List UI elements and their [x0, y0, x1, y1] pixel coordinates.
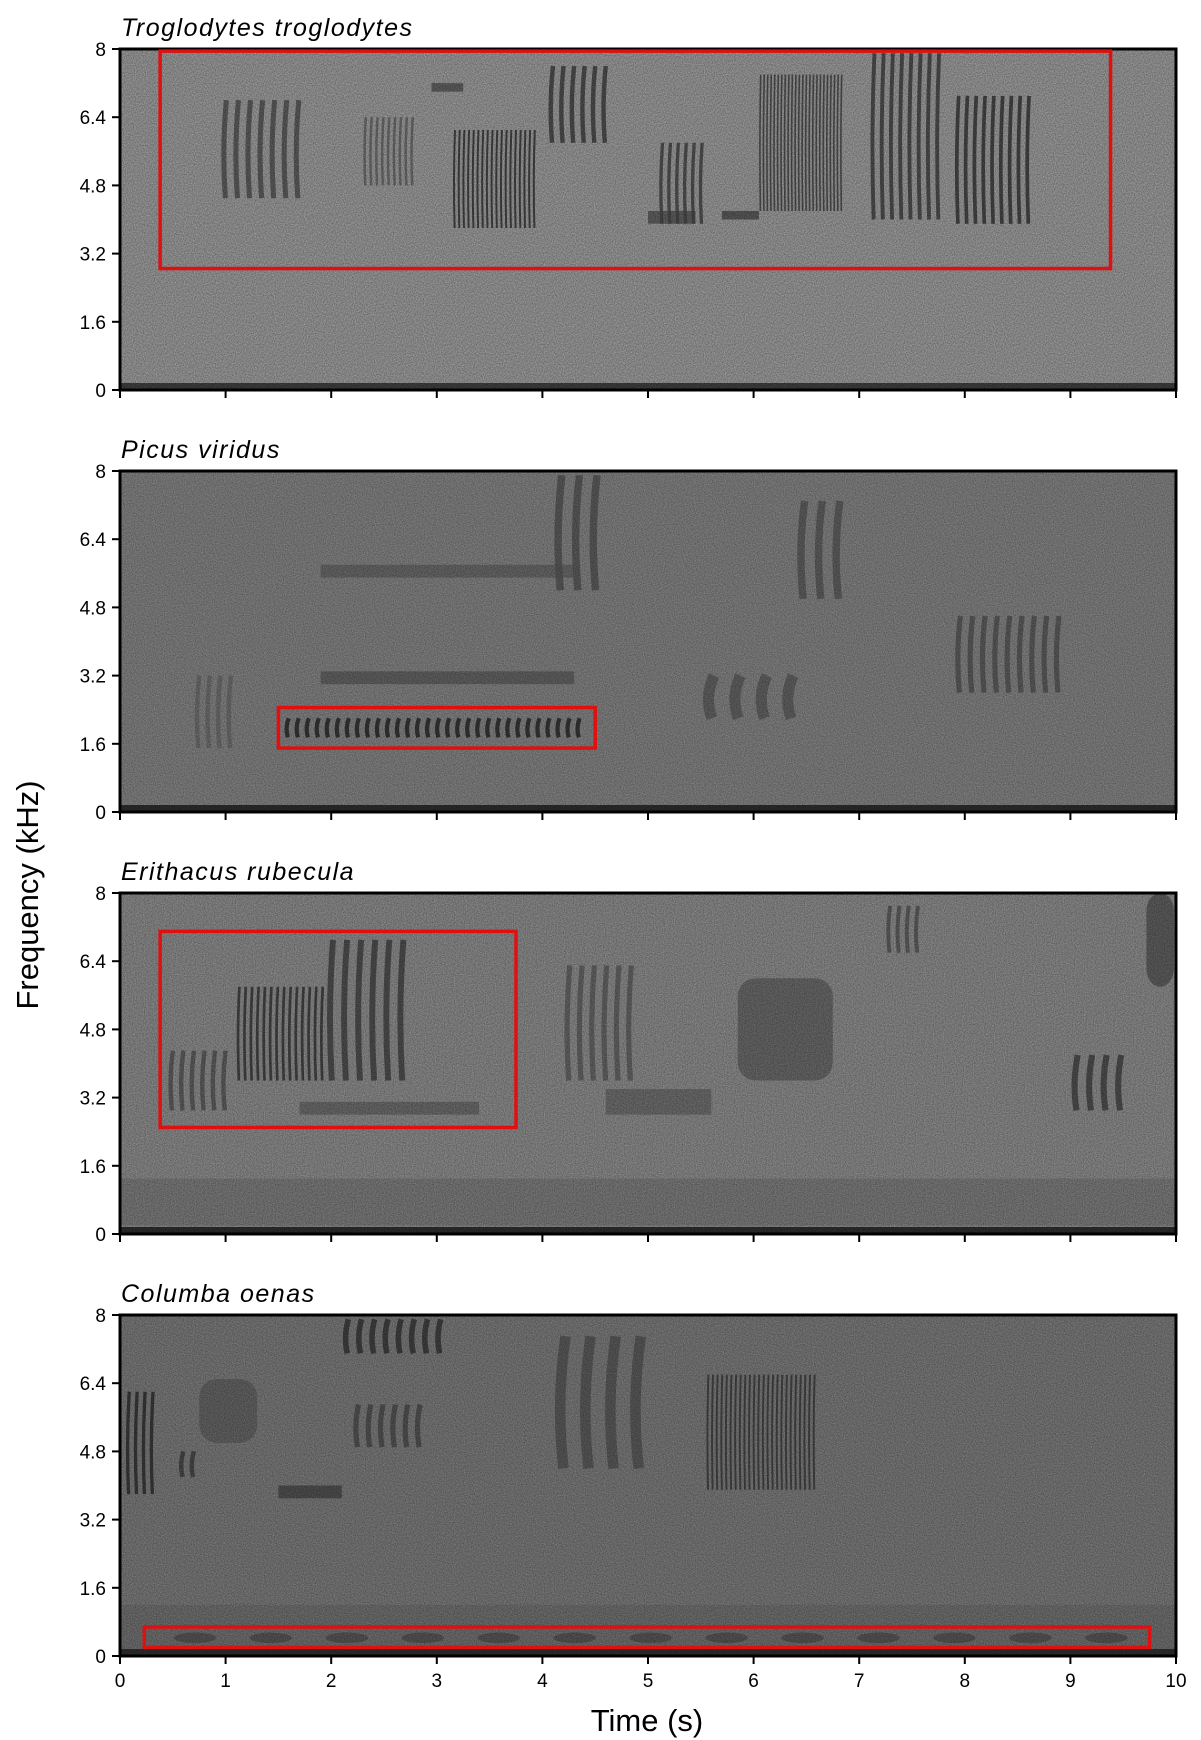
x-tick-label: 5: [643, 1671, 654, 1692]
y-tick-label: 4.8: [80, 1442, 106, 1463]
noise-texture: [120, 1315, 1176, 1656]
panel-title: Picus viridus: [121, 436, 281, 464]
highlight-box: [158, 49, 1113, 271]
y-tick-label: 3.2: [80, 1089, 106, 1110]
y-tick-label: 8: [95, 462, 106, 483]
x-tick-label: 3: [432, 1671, 443, 1692]
y-tick-label: 1.6: [80, 1579, 106, 1600]
panel-title: Erithacus rubecula: [121, 858, 355, 886]
noise-texture: [120, 893, 1176, 1234]
x-tick-label: 9: [1065, 1671, 1076, 1692]
y-tick-label: 8: [95, 40, 106, 61]
spectrogram-panel: Troglodytes troglodytes 0 1.6 3.2 4.8 6.4 8: [80, 14, 1178, 402]
y-tick-label: 4.8: [80, 1020, 106, 1041]
y-axis-label: Frequency (kHz): [10, 780, 45, 1009]
y-tick-label: 3.2: [80, 667, 106, 688]
spectrogram-panel: Columba oenas 0 1.6 3.2 4.8 6.4 8 0 1 2 3 4 5 6 7 8 9 10: [80, 1280, 1187, 1692]
panel-title: Columba oenas: [121, 1280, 316, 1308]
y-tick-label: 1.6: [80, 735, 106, 756]
y-tick-label: 6.4: [80, 530, 107, 551]
y-tick-label: 4.8: [80, 176, 106, 197]
y-tick-label: 6.4: [80, 952, 107, 973]
y-tick-label: 0: [95, 803, 106, 824]
panel-title: Troglodytes troglodytes: [121, 14, 414, 42]
spectrogram-panel: Picus viridus 0 1.6 3.2 4.8 6.4 8: [80, 436, 1178, 824]
x-tick-label: 7: [854, 1671, 865, 1692]
x-tick-label: 4: [537, 1671, 548, 1692]
y-tick-label: 8: [95, 1306, 106, 1327]
y-tick-label: 6.4: [80, 1374, 107, 1395]
y-tick-label: 0: [95, 1647, 106, 1668]
x-tick-label: 10: [1165, 1671, 1186, 1692]
x-tick-label: 0: [115, 1671, 126, 1692]
highlight-box: [158, 929, 518, 1130]
y-tick-label: 4.8: [80, 598, 106, 619]
y-tick-label: 1.6: [80, 1157, 106, 1178]
x-tick-label: 6: [748, 1671, 759, 1692]
y-tick-label: 3.2: [80, 1511, 106, 1532]
x-tick-label: 2: [326, 1671, 337, 1692]
y-tick-label: 8: [95, 884, 106, 905]
spectrogram-panels: Troglodytes troglodytes01.63.24.86.48Pic…: [80, 14, 1187, 1692]
x-tick-label: 1: [220, 1671, 231, 1692]
noise-texture: [120, 471, 1176, 812]
x-axis-label: Time (s): [591, 1703, 704, 1738]
noise-texture: [120, 49, 1176, 390]
x-tick-label: 8: [960, 1671, 971, 1692]
highlight-box: [142, 1625, 1152, 1650]
y-tick-label: 3.2: [80, 245, 106, 266]
y-tick-label: 6.4: [80, 108, 107, 129]
y-tick-label: 1.6: [80, 313, 106, 334]
y-tick-label: 0: [95, 381, 106, 402]
y-tick-label: 0: [95, 1225, 106, 1246]
spectrogram-panel: Erithacus rubecula 0 1.6 3.2 4.8 6.4 8: [80, 858, 1178, 1246]
highlight-box: [276, 705, 597, 750]
